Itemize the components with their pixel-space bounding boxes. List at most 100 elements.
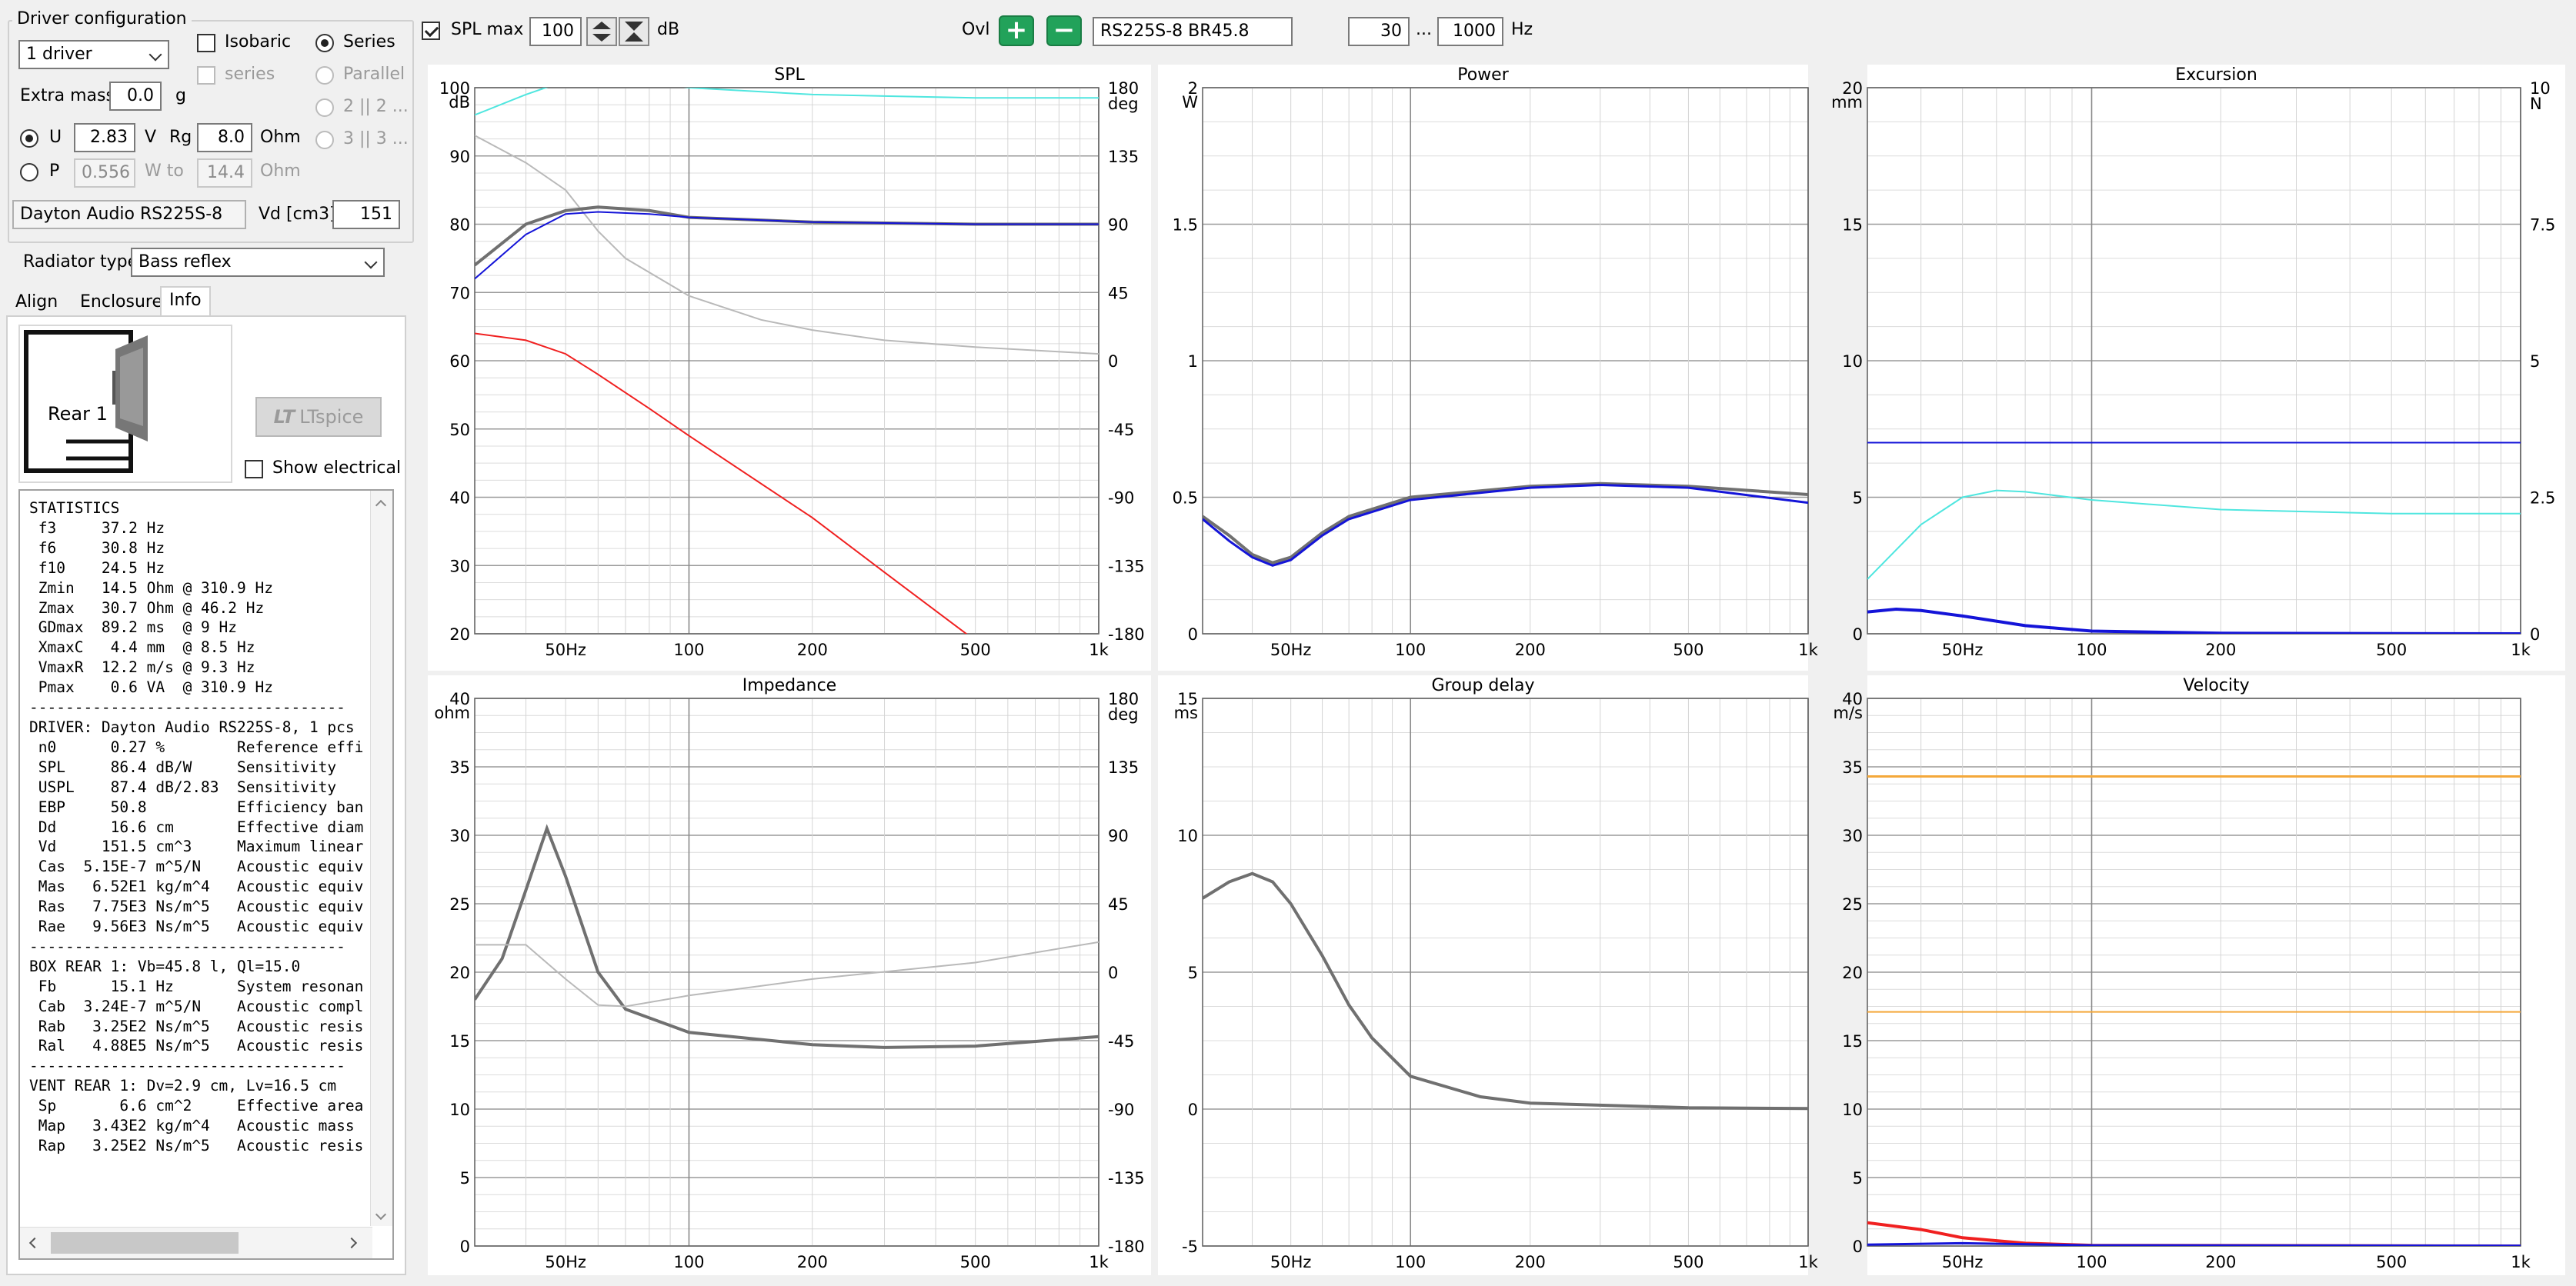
- series-checkbox[interactable]: [197, 66, 215, 85]
- two-two-radio[interactable]: [315, 98, 334, 117]
- driver-count-select[interactable]: 1 driver: [18, 40, 169, 69]
- x-tick-label: 500: [2376, 1253, 2407, 1271]
- y-tick-label: 10: [1842, 352, 1863, 371]
- x-tick-label: 500: [960, 641, 991, 659]
- y-unit-label: dB: [449, 93, 470, 112]
- three-three-label: 3 || 3 ...: [343, 129, 409, 148]
- y-tick-label: 0: [460, 1238, 470, 1256]
- y2-tick-label: 7.5: [2530, 216, 2555, 235]
- chart-title-velocity: Velocity: [2183, 676, 2249, 695]
- y-tick-label: 15: [1842, 216, 1863, 235]
- y2-tick-label: -180: [1108, 1238, 1145, 1256]
- y2-tick-label: -135: [1108, 1169, 1145, 1188]
- rg-input[interactable]: 8.0: [197, 123, 252, 152]
- group-delay-curve: [1203, 871, 1808, 1111]
- info-text-panel[interactable]: STATISTICS f3 37.2 Hz f6 30.8 Hz f10 24.…: [18, 489, 394, 1260]
- parallel-radio[interactable]: [315, 66, 334, 85]
- horizontal-scrollbar[interactable]: [20, 1227, 372, 1258]
- voltage-radio[interactable]: [20, 129, 38, 148]
- plot-frame: [1867, 698, 2521, 1247]
- x-tick-label: 1k: [1798, 1253, 1818, 1271]
- plot-frame: [474, 87, 1099, 635]
- ltspice-button[interactable]: LT LTspice: [255, 397, 382, 437]
- freq-max-input[interactable]: 1000: [1437, 17, 1503, 46]
- three-three-radio[interactable]: [315, 131, 334, 149]
- y-tick-label: 1.5: [1173, 216, 1198, 235]
- spl-phase-curve: [475, 135, 1099, 355]
- x-tick-label: 200: [797, 641, 828, 659]
- remove-overlay-button[interactable]: −: [1046, 15, 1082, 46]
- vd-input[interactable]: 151: [332, 200, 400, 229]
- x-tick-label: 500: [960, 1253, 991, 1271]
- y2-tick-label: -180: [1108, 625, 1145, 644]
- x-tick-label: 200: [2205, 1253, 2236, 1271]
- series-radio[interactable]: [315, 34, 334, 52]
- y-tick-label: -5: [1182, 1238, 1198, 1256]
- chart-panel-group_delay: [1158, 675, 1808, 1275]
- w-to-input[interactable]: 14.4: [197, 158, 252, 188]
- radiator-type-label: Radiator type: [23, 252, 138, 272]
- add-overlay-button[interactable]: +: [999, 15, 1034, 46]
- scroll-right-icon[interactable]: [345, 1237, 358, 1249]
- spl-max-checkbox[interactable]: [422, 22, 440, 40]
- y-tick-label: 30: [449, 827, 470, 845]
- x-tick-label: 200: [1515, 641, 1546, 659]
- y2-tick-label: -90: [1108, 489, 1134, 508]
- show-electrical-checkbox[interactable]: [245, 460, 263, 478]
- y-tick-label: 20: [1842, 964, 1863, 982]
- driver-count-value: 1 driver: [26, 45, 92, 64]
- x-tick-label: 50Hz: [1270, 641, 1312, 659]
- minus-icon: −: [1053, 15, 1076, 45]
- y-tick-label: 5: [1853, 489, 1863, 508]
- y-tick-label: 20: [449, 625, 470, 644]
- scroll-up-icon[interactable]: [375, 499, 387, 511]
- scroll-down-icon[interactable]: [375, 1208, 387, 1221]
- scroll-thumb[interactable]: [51, 1232, 239, 1254]
- driver-name-field[interactable]: Dayton Audio RS225S-8: [12, 200, 246, 229]
- tab-enclosure[interactable]: Enclosure: [80, 292, 163, 312]
- spl-max-input[interactable]: 100: [529, 17, 582, 46]
- y-tick-label: 5: [460, 1169, 470, 1188]
- ltspice-label: LTspice: [299, 406, 364, 428]
- x-tick-label: 500: [1673, 641, 1703, 659]
- power-input[interactable]: 0.556: [74, 158, 135, 188]
- power-label: P: [49, 162, 60, 181]
- extra-mass-unit: g: [175, 86, 186, 105]
- y-tick-label: 70: [449, 284, 470, 302]
- radiator-type-select[interactable]: Bass reflex: [131, 248, 385, 277]
- y-tick-label: 0.5: [1173, 489, 1198, 508]
- project-name-input[interactable]: RS225S-8 BR45.8: [1093, 17, 1293, 46]
- isobaric-checkbox[interactable]: [197, 34, 215, 52]
- spl-collapse-button[interactable]: [619, 17, 649, 46]
- chart-panel-spl: [428, 65, 1151, 671]
- y-unit-label: ohm: [434, 704, 470, 722]
- excursion-cyan-curve: [1867, 489, 2521, 580]
- chart-title-impedance: Impedance: [742, 676, 836, 695]
- y-tick-label: 40: [449, 690, 470, 708]
- y-tick-label: 80: [449, 216, 470, 235]
- hourglass-icon: [625, 22, 643, 42]
- x-tick-label: 50Hz: [1942, 641, 1984, 659]
- y2-unit-label: deg: [1108, 95, 1139, 113]
- scroll-left-icon[interactable]: [28, 1237, 41, 1249]
- tab-info[interactable]: Info: [160, 286, 211, 317]
- spl-up-down-button[interactable]: [586, 17, 617, 46]
- voltage-input[interactable]: 2.83: [74, 123, 135, 152]
- y-tick-label: 10: [1177, 827, 1198, 845]
- velocity-red-curve: [1867, 1221, 2521, 1246]
- tab-align[interactable]: Align: [15, 292, 58, 312]
- chevron-down-icon: [364, 255, 378, 269]
- power-radio[interactable]: [20, 163, 38, 182]
- y2-tick-label: 0: [2530, 625, 2540, 644]
- spl-driver-curve: [475, 211, 1099, 280]
- hz-label: Hz: [1511, 20, 1533, 39]
- extra-mass-input[interactable]: 0.0: [109, 82, 162, 111]
- vertical-scrollbar[interactable]: [370, 491, 392, 1226]
- freq-min-input[interactable]: 30: [1348, 17, 1410, 46]
- spl-port-curve: [475, 332, 968, 634]
- y-tick-label: 60: [449, 352, 470, 371]
- x-tick-label: 500: [2376, 641, 2407, 659]
- w-to-unit: Ohm: [260, 162, 301, 181]
- x-tick-label: 200: [797, 1253, 828, 1271]
- info-text: STATISTICS f3 37.2 Hz f6 30.8 Hz f10 24.…: [29, 499, 364, 1154]
